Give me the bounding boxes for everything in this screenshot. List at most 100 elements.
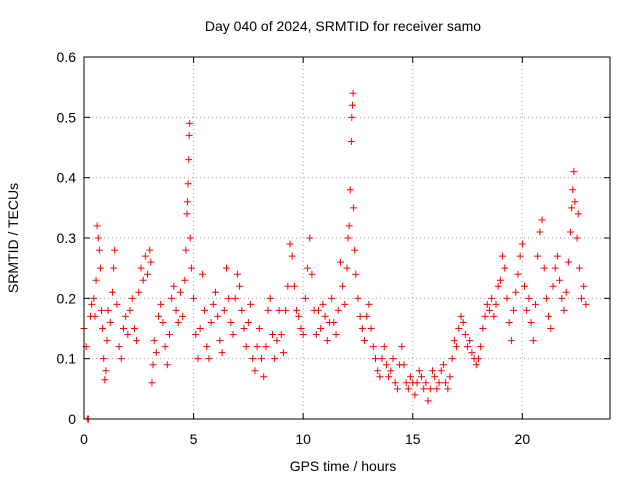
chart-title: Day 040 of 2024, SRMTID for receiver sam…	[205, 18, 481, 34]
data-point	[108, 288, 116, 296]
data-point	[99, 325, 107, 332]
data-point	[336, 258, 344, 266]
data-point	[147, 258, 155, 266]
x-tick-label: 5	[190, 431, 198, 447]
data-point	[113, 300, 121, 308]
data-point	[321, 312, 329, 320]
data-point	[501, 264, 509, 272]
data-point	[420, 385, 428, 393]
data-point	[507, 337, 515, 345]
data-point	[534, 252, 542, 260]
data-point	[247, 300, 255, 308]
data-point	[295, 312, 303, 320]
data-point	[354, 294, 362, 302]
data-point	[182, 246, 190, 254]
data-point	[301, 294, 309, 302]
data-point	[446, 373, 454, 381]
data-point	[185, 156, 193, 164]
data-point	[348, 101, 356, 109]
data-point	[255, 325, 263, 332]
data-point	[184, 180, 192, 188]
data-point	[527, 318, 535, 326]
data-point	[540, 264, 548, 272]
data-point	[448, 355, 456, 363]
data-point	[466, 337, 474, 345]
data-point	[88, 300, 96, 308]
data-point	[459, 318, 467, 326]
data-point	[115, 343, 123, 351]
axis-ticks	[83, 56, 610, 420]
data-point	[516, 252, 524, 260]
data-point	[350, 204, 358, 212]
data-point	[569, 186, 577, 194]
data-point	[332, 331, 340, 339]
data-point	[238, 306, 246, 314]
data-point	[192, 331, 200, 339]
data-point	[494, 282, 502, 290]
data-point	[111, 246, 119, 254]
data-point	[352, 270, 360, 278]
data-point	[144, 270, 152, 278]
data-point	[455, 325, 463, 332]
data-point	[481, 312, 489, 320]
data-point	[198, 270, 206, 278]
data-point	[499, 252, 507, 260]
data-point	[93, 222, 101, 230]
data-point	[133, 337, 141, 345]
data-point	[542, 294, 550, 302]
data-point	[119, 325, 127, 332]
data-point	[319, 300, 327, 308]
data-point	[98, 306, 106, 314]
y-tick-label: 0.2	[57, 290, 77, 306]
data-point	[457, 312, 465, 320]
data-point	[582, 300, 590, 308]
data-point	[411, 391, 419, 399]
data-point	[488, 294, 496, 302]
data-point	[475, 355, 482, 363]
data-point	[106, 318, 114, 326]
data-point	[117, 355, 125, 363]
data-point	[249, 355, 257, 363]
data-point	[163, 361, 171, 369]
data-point	[551, 264, 559, 272]
data-point	[308, 270, 316, 278]
data-point	[187, 264, 195, 272]
data-point	[404, 385, 412, 393]
data-point	[91, 312, 99, 320]
data-point	[209, 300, 217, 308]
data-point	[573, 234, 581, 242]
data-point	[240, 325, 248, 332]
data-point	[100, 355, 108, 363]
data-point	[568, 204, 576, 212]
data-point	[244, 318, 252, 326]
data-point	[130, 325, 138, 332]
data-point	[126, 306, 134, 314]
data-point	[122, 312, 130, 320]
data-point	[380, 343, 388, 351]
data-point	[444, 385, 452, 393]
data-point	[580, 282, 588, 290]
data-point	[196, 325, 204, 332]
data-point	[207, 318, 215, 326]
y-tick-label: 0.3	[57, 230, 77, 246]
data-point	[218, 349, 226, 357]
data-point	[393, 385, 401, 393]
data-point	[330, 318, 338, 326]
data-point	[194, 355, 202, 363]
data-point	[201, 306, 209, 314]
data-point	[415, 367, 423, 375]
data-point	[363, 312, 371, 320]
data-point	[251, 367, 259, 375]
data-point	[102, 367, 110, 375]
data-point	[556, 276, 564, 284]
data-point	[558, 294, 566, 302]
data-point	[461, 331, 469, 339]
data-point	[538, 216, 546, 224]
data-point	[351, 246, 359, 254]
data-point	[356, 312, 364, 320]
data-point	[161, 343, 169, 351]
data-point	[168, 294, 176, 302]
data-point	[225, 294, 233, 302]
data-point	[433, 385, 441, 393]
